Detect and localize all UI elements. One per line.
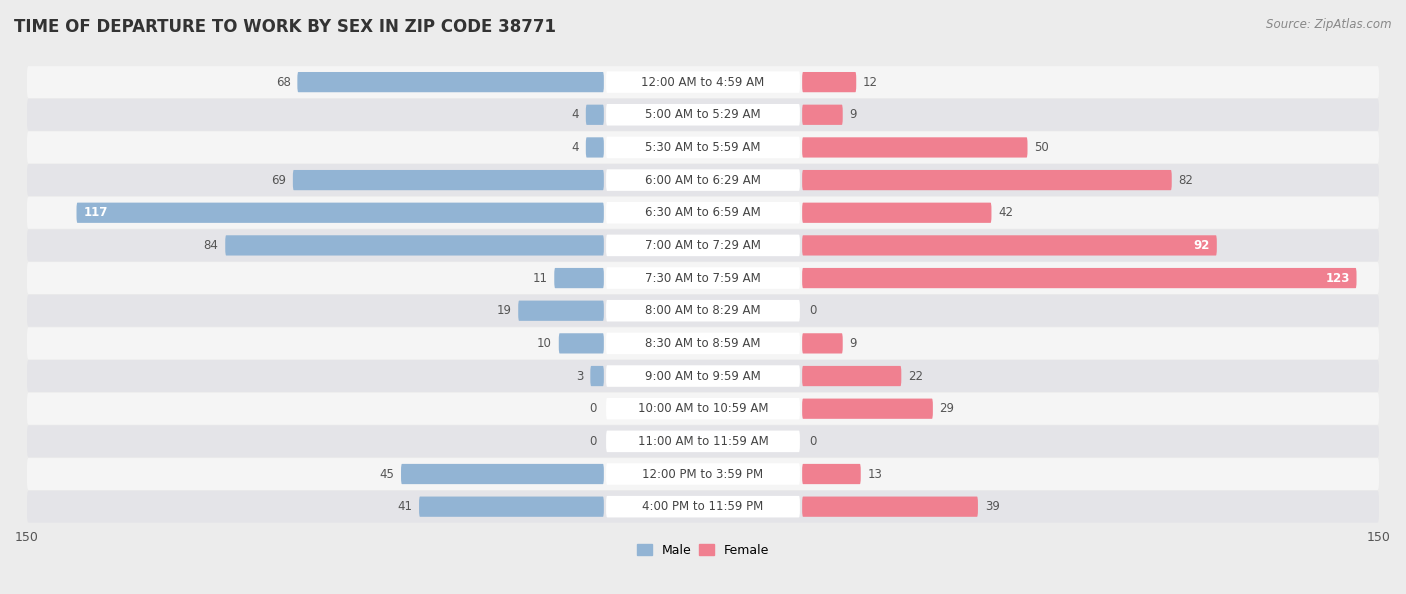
Text: 8:30 AM to 8:59 AM: 8:30 AM to 8:59 AM — [645, 337, 761, 350]
Text: Source: ZipAtlas.com: Source: ZipAtlas.com — [1267, 18, 1392, 31]
Text: 3: 3 — [576, 369, 583, 383]
Text: 7:30 AM to 7:59 AM: 7:30 AM to 7:59 AM — [645, 271, 761, 285]
Text: 0: 0 — [808, 304, 817, 317]
FancyBboxPatch shape — [606, 431, 800, 452]
Text: 13: 13 — [868, 467, 883, 481]
FancyBboxPatch shape — [803, 464, 860, 484]
Text: 9: 9 — [849, 108, 858, 121]
FancyBboxPatch shape — [225, 235, 603, 255]
Text: 69: 69 — [271, 173, 285, 187]
FancyBboxPatch shape — [554, 268, 603, 288]
FancyBboxPatch shape — [606, 496, 800, 517]
Text: 6:30 AM to 6:59 AM: 6:30 AM to 6:59 AM — [645, 206, 761, 219]
Text: 45: 45 — [380, 467, 394, 481]
FancyBboxPatch shape — [803, 399, 932, 419]
Text: 9:00 AM to 9:59 AM: 9:00 AM to 9:59 AM — [645, 369, 761, 383]
FancyBboxPatch shape — [292, 170, 603, 190]
FancyBboxPatch shape — [27, 458, 1379, 490]
Text: 5:00 AM to 5:29 AM: 5:00 AM to 5:29 AM — [645, 108, 761, 121]
FancyBboxPatch shape — [27, 262, 1379, 294]
FancyBboxPatch shape — [401, 464, 603, 484]
Text: 12: 12 — [863, 75, 877, 89]
FancyBboxPatch shape — [803, 497, 979, 517]
FancyBboxPatch shape — [297, 72, 603, 92]
Text: 42: 42 — [998, 206, 1014, 219]
FancyBboxPatch shape — [606, 202, 800, 223]
Text: 4:00 PM to 11:59 PM: 4:00 PM to 11:59 PM — [643, 500, 763, 513]
Text: 10: 10 — [537, 337, 553, 350]
Text: 82: 82 — [1178, 173, 1194, 187]
Text: 41: 41 — [398, 500, 412, 513]
Text: 0: 0 — [808, 435, 817, 448]
Text: 6:00 AM to 6:29 AM: 6:00 AM to 6:29 AM — [645, 173, 761, 187]
FancyBboxPatch shape — [586, 105, 603, 125]
FancyBboxPatch shape — [803, 268, 1357, 288]
FancyBboxPatch shape — [27, 164, 1379, 196]
FancyBboxPatch shape — [419, 497, 603, 517]
Text: 19: 19 — [496, 304, 512, 317]
Text: 0: 0 — [589, 435, 598, 448]
Text: 68: 68 — [276, 75, 291, 89]
FancyBboxPatch shape — [606, 365, 800, 387]
Text: 22: 22 — [908, 369, 924, 383]
Text: 29: 29 — [939, 402, 955, 415]
FancyBboxPatch shape — [586, 137, 603, 157]
Text: 5:30 AM to 5:59 AM: 5:30 AM to 5:59 AM — [645, 141, 761, 154]
FancyBboxPatch shape — [803, 333, 842, 353]
FancyBboxPatch shape — [558, 333, 603, 353]
FancyBboxPatch shape — [803, 72, 856, 92]
FancyBboxPatch shape — [27, 99, 1379, 131]
Text: 50: 50 — [1035, 141, 1049, 154]
FancyBboxPatch shape — [803, 235, 1216, 255]
Text: 0: 0 — [589, 402, 598, 415]
Text: 117: 117 — [83, 206, 108, 219]
Text: 8:00 AM to 8:29 AM: 8:00 AM to 8:29 AM — [645, 304, 761, 317]
FancyBboxPatch shape — [27, 197, 1379, 229]
Text: TIME OF DEPARTURE TO WORK BY SEX IN ZIP CODE 38771: TIME OF DEPARTURE TO WORK BY SEX IN ZIP … — [14, 18, 555, 36]
FancyBboxPatch shape — [27, 327, 1379, 359]
FancyBboxPatch shape — [606, 267, 800, 289]
FancyBboxPatch shape — [803, 137, 1028, 157]
FancyBboxPatch shape — [606, 104, 800, 125]
Text: 4: 4 — [572, 141, 579, 154]
Text: 123: 123 — [1326, 271, 1350, 285]
FancyBboxPatch shape — [606, 235, 800, 256]
FancyBboxPatch shape — [27, 295, 1379, 327]
Text: 11: 11 — [533, 271, 547, 285]
FancyBboxPatch shape — [27, 393, 1379, 425]
FancyBboxPatch shape — [606, 137, 800, 158]
FancyBboxPatch shape — [519, 301, 603, 321]
FancyBboxPatch shape — [27, 491, 1379, 523]
FancyBboxPatch shape — [803, 170, 1171, 190]
Text: 12:00 AM to 4:59 AM: 12:00 AM to 4:59 AM — [641, 75, 765, 89]
FancyBboxPatch shape — [27, 229, 1379, 261]
FancyBboxPatch shape — [27, 425, 1379, 457]
FancyBboxPatch shape — [803, 105, 842, 125]
Text: 12:00 PM to 3:59 PM: 12:00 PM to 3:59 PM — [643, 467, 763, 481]
Text: 39: 39 — [984, 500, 1000, 513]
FancyBboxPatch shape — [27, 131, 1379, 163]
Text: 7:00 AM to 7:29 AM: 7:00 AM to 7:29 AM — [645, 239, 761, 252]
FancyBboxPatch shape — [606, 169, 800, 191]
FancyBboxPatch shape — [606, 333, 800, 354]
Text: 10:00 AM to 10:59 AM: 10:00 AM to 10:59 AM — [638, 402, 768, 415]
Legend: Male, Female: Male, Female — [631, 539, 775, 562]
Text: 92: 92 — [1194, 239, 1211, 252]
FancyBboxPatch shape — [606, 463, 800, 485]
FancyBboxPatch shape — [606, 71, 800, 93]
Text: 9: 9 — [849, 337, 858, 350]
FancyBboxPatch shape — [803, 366, 901, 386]
Text: 4: 4 — [572, 108, 579, 121]
FancyBboxPatch shape — [803, 203, 991, 223]
FancyBboxPatch shape — [606, 398, 800, 419]
FancyBboxPatch shape — [606, 300, 800, 321]
FancyBboxPatch shape — [591, 366, 603, 386]
FancyBboxPatch shape — [27, 66, 1379, 98]
Text: 84: 84 — [204, 239, 218, 252]
FancyBboxPatch shape — [27, 360, 1379, 392]
FancyBboxPatch shape — [76, 203, 603, 223]
Text: 11:00 AM to 11:59 AM: 11:00 AM to 11:59 AM — [638, 435, 768, 448]
